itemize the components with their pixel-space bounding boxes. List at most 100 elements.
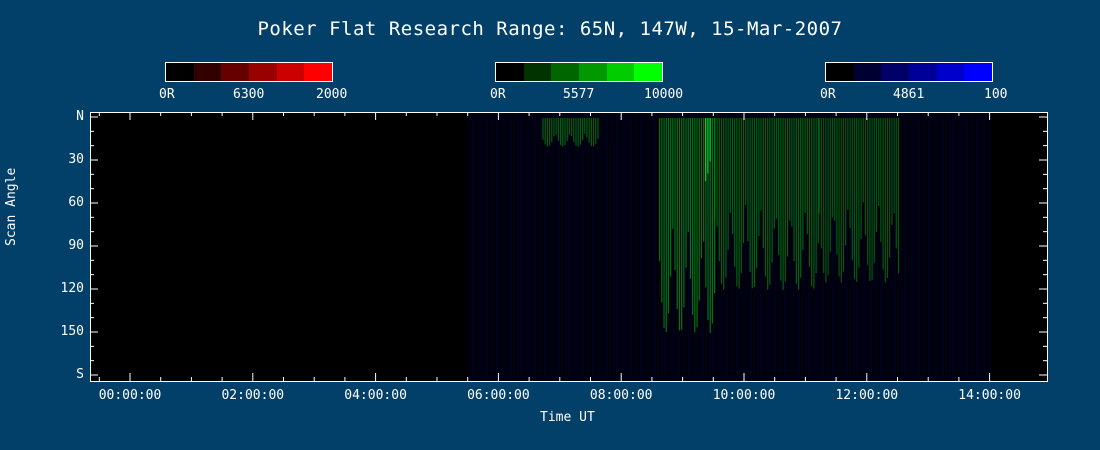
emission-5577-column [665,118,667,332]
background-scan-column [627,113,630,381]
background-scan-column [903,113,906,381]
colorbar-5577-swatch [551,63,580,81]
x-tick-label: 10:00:00 [712,388,776,403]
background-scan-column [567,113,570,381]
background-scan-column [642,113,645,381]
y-tick-label: 120 [60,281,84,296]
emission-5577-column [720,118,723,284]
y-tick-label: 90 [68,238,84,253]
emission-5577-column [845,118,847,246]
background-scan-column [861,113,864,381]
background-scan-column [534,113,537,381]
y-axis-label: Scan Angle [4,167,19,246]
y-tick-label: S [76,367,84,382]
emission-5577-column [705,118,707,288]
background-scan-column [702,113,705,381]
colorbar-5577-swatch [606,63,635,81]
background-scan-column [819,113,822,381]
emission-5577-column [834,118,836,221]
emission-5577-column [860,118,862,239]
background-scan-column [546,113,549,381]
emission-5577-column [731,118,734,235]
background-scan-column [948,113,951,381]
emission-5577-column [727,118,729,251]
background-scan-column [963,113,966,381]
colorbar-6300-channel-label: 6300 [233,87,265,102]
emission-5577-column [836,118,838,255]
emission-5577-column [729,118,731,213]
background-scan-column [639,113,642,381]
colorbar-5577-min-label: 0R [490,87,506,102]
emission-5577-column [784,118,786,282]
y-tick-label: 30 [68,152,84,167]
emission-5577-column [895,118,897,249]
colorbar-6300-max-label: 2000 [316,87,348,102]
colorbar-6300-swatch [193,63,222,81]
emission-5577-column [780,118,782,281]
background-scan-column [726,113,729,381]
background-scan-column [891,113,894,381]
emission-5577-column [760,118,762,211]
emission-5577-column [592,118,595,147]
emission-5577-column [588,118,590,143]
emission-5577-column [551,118,553,143]
background-scan-column [501,113,504,381]
background-scan-column [933,113,936,381]
background-scan-column [867,113,870,381]
emission-5577-column [773,118,775,229]
background-scan-column [681,113,684,381]
emission-5577-column [676,118,678,310]
y-tick-label: N [76,109,84,124]
colorbar-4861-swatch [909,63,937,81]
emission-5577-column [758,118,760,237]
emission-5577-column [661,118,663,303]
emission-5577-column [897,118,900,274]
background-scan-column [492,113,495,381]
colorbar-6300-swatch [166,63,194,81]
emission-5577-column [542,118,544,140]
emission-5577-column [823,118,825,274]
colorbar-4861-swatch [964,63,993,81]
emission-5577-column [575,118,577,146]
x-tick-label: 02:00:00 [221,388,285,403]
emission-5577-column [829,118,831,252]
emission-5577-column [769,118,771,285]
emission-5577-column [851,118,853,260]
colorbar-5577-swatch [496,63,524,81]
emission-5577-column [674,118,676,271]
background-scan-column [675,113,678,381]
background-scan-column [486,113,489,381]
emission-5577-column [672,118,674,230]
colorbar-5577-swatch [523,63,552,81]
x-tick-label: 08:00:00 [589,388,653,403]
emission-5577-column [871,118,873,281]
emission-5577-column [595,118,597,144]
background-scan-column [654,113,657,381]
emission-5577-column [745,118,747,206]
x-tick-label: 12:00:00 [835,388,899,403]
emission-5577-column [586,118,588,138]
background-scan-column [504,113,507,381]
emission-5577-column [849,118,851,229]
emission-5577-column [873,118,875,263]
background-scan-column [987,113,990,381]
background-scan-column [630,113,633,381]
emission-5577-column [709,118,711,162]
background-scan-column [936,113,939,381]
emission-5577-column [869,118,871,282]
background-scan-column [480,113,483,381]
emission-5577-column [797,118,800,290]
keogram-heatmap [468,113,990,381]
background-scan-column [636,113,639,381]
emission-5577-column [818,118,820,214]
emission-5577-column [842,118,845,272]
emission-5577-column [709,118,711,333]
background-scan-column [894,113,897,381]
emission-5577-column [705,118,707,182]
background-scan-column [912,113,915,381]
background-scan-column [846,113,849,381]
background-scan-column [744,113,747,381]
emission-5577-column [764,118,767,277]
emission-5577-column [667,118,670,314]
background-scan-column [804,113,807,381]
